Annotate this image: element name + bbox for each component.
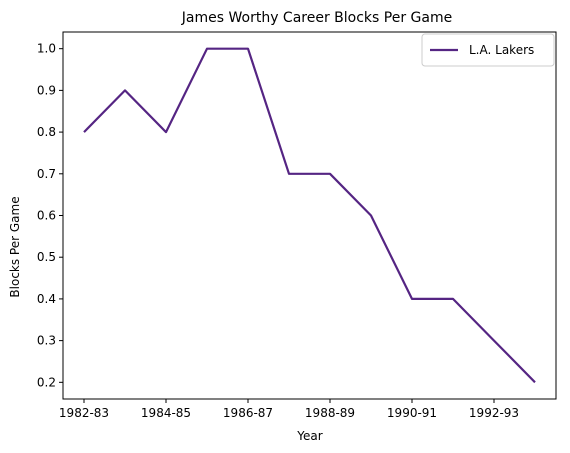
- y-axis-label: Blocks Per Game: [8, 196, 22, 297]
- x-tick-label: 1984-85: [141, 406, 191, 420]
- y-tick-label: 0.8: [37, 125, 56, 139]
- legend: L.A. Lakers: [421, 33, 555, 67]
- y-tick-label: 0.4: [37, 292, 56, 306]
- y-tick-label: 1.0: [37, 42, 56, 56]
- y-tick-label: 0.5: [37, 250, 56, 264]
- plot-border: [62, 31, 557, 400]
- y-tick-label: 0.9: [37, 83, 56, 97]
- x-tick-label: 1990-91: [387, 406, 437, 420]
- x-tick-label: 1982-83: [59, 406, 109, 420]
- y-tick-label: 0.6: [37, 209, 56, 223]
- x-tick-label: 1988-89: [305, 406, 355, 420]
- legend-box: [421, 33, 555, 67]
- series-line-0: [83, 47, 536, 384]
- y-tick-label: 0.7: [37, 167, 56, 181]
- legend-label-la-lakers: L.A. Lakers: [469, 43, 534, 57]
- chart-title: James Worthy Career Blocks Per Game: [181, 10, 452, 26]
- x-axis: 1982-83 1984-85 1986-87 1988-89 1990-91 1992-…: [59, 399, 519, 420]
- x-tick-label: 1992-93: [469, 406, 519, 420]
- x-axis-label: Year: [296, 429, 322, 443]
- y-axis: 0.2 0.3 0.4 0.5 0.6 0.7 0.8 0.9 1.0: [37, 42, 63, 389]
- x-tick-label: 1986-87: [223, 406, 273, 420]
- y-tick-label: 0.2: [37, 375, 56, 389]
- series-lines: [83, 47, 536, 384]
- plot-area: [62, 31, 557, 400]
- y-tick-label: 0.3: [37, 334, 56, 348]
